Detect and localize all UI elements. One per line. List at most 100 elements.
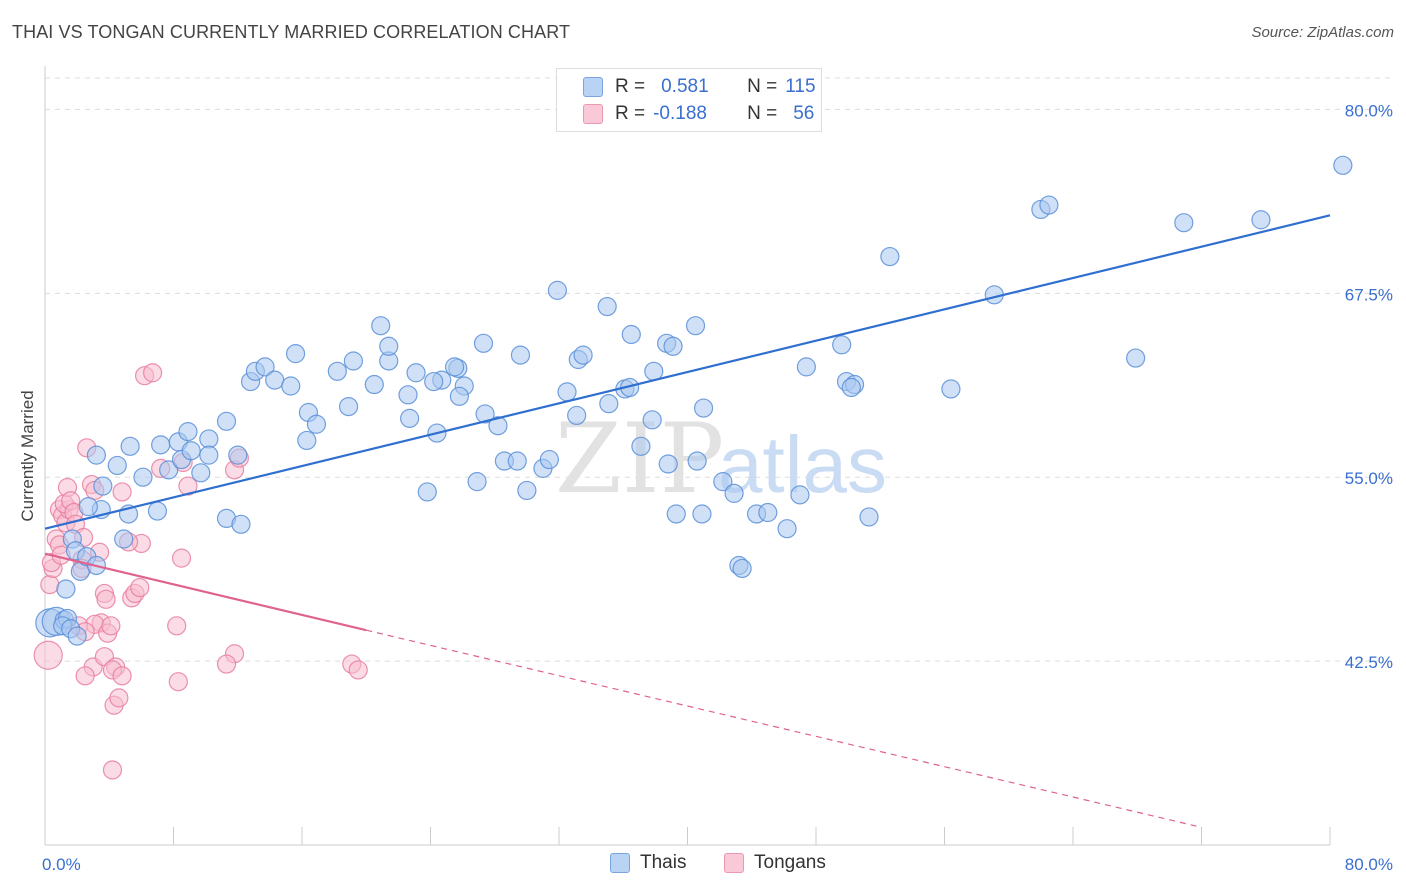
thais-point <box>1174 213 1194 233</box>
thais-point <box>255 357 275 377</box>
thais-point <box>398 385 418 405</box>
x-tick-label: 80.0% <box>1345 855 1393 874</box>
thais-point <box>120 436 140 456</box>
thais-point <box>449 386 470 406</box>
thais-point <box>941 379 961 399</box>
source-label: Source: ZipAtlas.com <box>1251 24 1394 41</box>
tongans-n-value: 56 <box>793 103 815 124</box>
thais-point <box>573 345 593 365</box>
tongans-point <box>178 476 198 496</box>
tongans-swatch <box>583 104 603 124</box>
thais-point <box>567 405 587 426</box>
bottom-legend-thais: Thais <box>610 852 686 874</box>
thais-point <box>732 558 752 579</box>
thais-r-label: R = <box>615 76 646 97</box>
thais-point <box>400 408 420 428</box>
tongans-r-value: -0.188 <box>653 103 707 124</box>
thais-point <box>488 416 508 436</box>
thais-point <box>631 436 651 456</box>
tongans-points <box>33 363 368 780</box>
thais-point <box>93 476 113 496</box>
thais-point <box>114 529 134 549</box>
thais-point <box>658 454 678 474</box>
thais-point <box>832 335 852 355</box>
y-tick-label: 67.5% <box>1345 285 1393 304</box>
thais-point <box>1333 155 1353 175</box>
thais-point <box>880 246 900 267</box>
thais-point <box>557 382 577 402</box>
tongans-point <box>112 482 132 502</box>
thais-point <box>67 626 87 646</box>
tongans-trend-extension <box>366 629 1202 828</box>
tick-labels: 80.0% 67.5% 55.0% 42.5% 0.0% 80.0% <box>42 101 1393 874</box>
thais-point <box>663 336 683 356</box>
thais-point <box>1039 195 1059 215</box>
thais-point <box>151 435 171 455</box>
thais-point <box>473 333 494 353</box>
axes <box>44 66 1331 846</box>
thais-point <box>507 451 527 471</box>
bottom-tongans-label: Tongans <box>754 852 826 873</box>
thais-point <box>107 455 127 476</box>
thais-point <box>467 472 487 492</box>
thais-point <box>1251 210 1271 230</box>
tongans-point <box>112 666 132 686</box>
tongans-point <box>168 672 188 692</box>
thais-point <box>685 316 706 336</box>
thais-r-value: 0.581 <box>661 76 709 97</box>
thais-point <box>417 482 437 502</box>
thais-swatch <box>583 77 603 97</box>
tongans-trend-line <box>44 552 367 632</box>
tongans-point <box>130 577 150 598</box>
bottom-thais-label: Thais <box>640 852 687 873</box>
thais-point <box>621 324 641 345</box>
thais-point <box>597 296 617 317</box>
legend-row-thais: R = 0.581 N = 115 <box>583 75 816 99</box>
thais-point <box>758 502 778 523</box>
thais-point <box>338 396 359 417</box>
thais-point <box>56 579 76 599</box>
bottom-thais-swatch <box>610 853 630 873</box>
thais-point <box>599 394 619 414</box>
thais-point <box>724 483 744 503</box>
thais-point <box>159 460 179 480</box>
thais-point <box>281 376 301 396</box>
thais-point <box>379 336 399 356</box>
thais-point <box>306 414 327 434</box>
thais-point <box>642 410 662 430</box>
tongans-point <box>143 363 163 383</box>
thais-point <box>133 467 153 487</box>
x-tick-label: 0.0% <box>42 855 81 874</box>
thais-point <box>199 445 219 465</box>
tongans-point <box>40 575 60 595</box>
thais-point <box>444 357 465 377</box>
tongans-point <box>101 616 121 636</box>
tongans-point <box>75 666 95 686</box>
bottom-legend-tongans: Tongans <box>724 852 826 874</box>
thais-point <box>713 472 733 492</box>
thais-point <box>228 445 248 465</box>
chart-title: THAI VS TONGAN CURRENTLY MARRIED CORRELA… <box>12 22 571 42</box>
thais-point <box>666 504 686 524</box>
thais-points <box>35 155 1353 646</box>
thais-point <box>147 501 168 521</box>
y-tick-label: 80.0% <box>1345 101 1393 120</box>
thais-point <box>406 363 426 383</box>
bottom-tongans-swatch <box>724 853 744 873</box>
tongans-point <box>167 616 187 636</box>
trend-lines <box>44 214 1331 828</box>
thais-point <box>687 451 707 471</box>
thais-point <box>510 345 531 365</box>
thais-point <box>796 357 816 377</box>
tongans-point <box>348 660 368 680</box>
tongans-point <box>109 688 129 708</box>
tongans-point <box>102 760 123 780</box>
thais-point <box>297 430 317 451</box>
y-tick-label: 55.0% <box>1345 469 1393 488</box>
thais-point <box>371 316 391 336</box>
thais-point <box>777 519 797 539</box>
thais-point <box>343 351 363 371</box>
tongans-r-label: R = <box>615 103 646 124</box>
thais-point <box>517 480 537 501</box>
